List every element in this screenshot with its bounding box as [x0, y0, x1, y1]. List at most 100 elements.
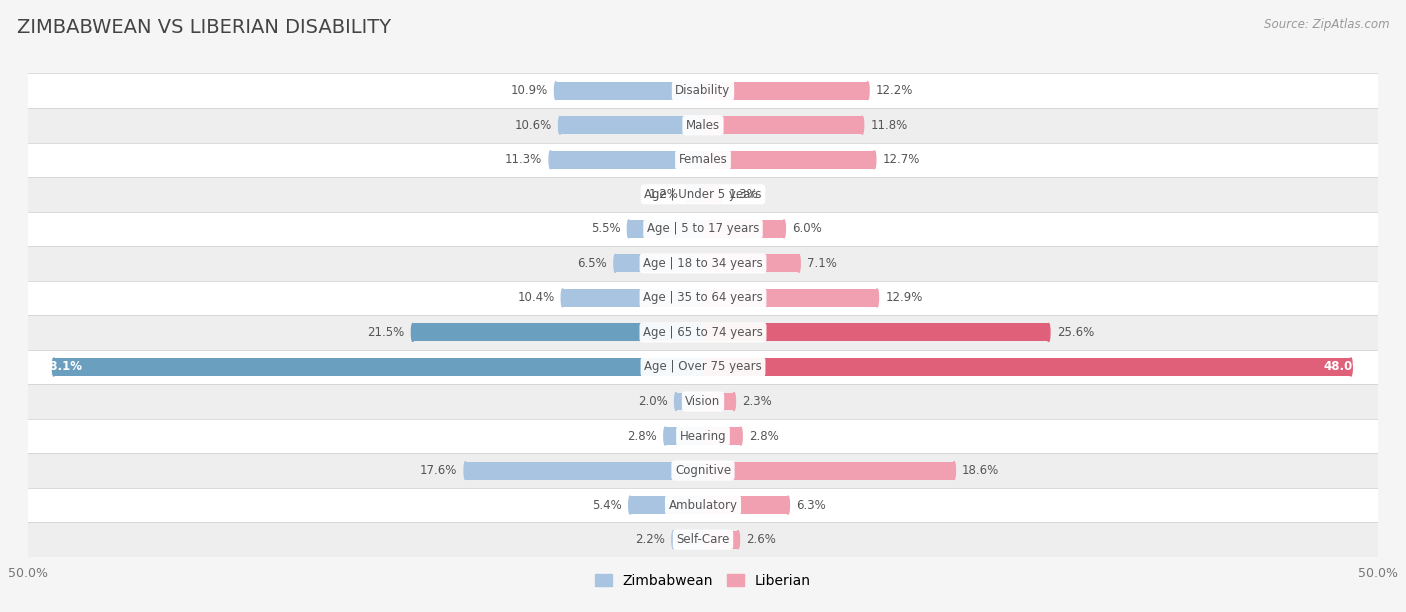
Ellipse shape	[554, 82, 557, 100]
Bar	[28, 143, 1378, 177]
Ellipse shape	[737, 531, 740, 548]
Bar	[28, 523, 1378, 557]
Bar	[560, 116, 703, 134]
Bar	[551, 151, 703, 169]
Bar	[703, 392, 734, 411]
Bar	[28, 419, 1378, 453]
Text: Cognitive: Cognitive	[675, 464, 731, 477]
Bar	[676, 392, 703, 411]
Bar	[703, 151, 875, 169]
Text: 48.0%: 48.0%	[1323, 360, 1364, 373]
Text: 2.3%: 2.3%	[742, 395, 772, 408]
Ellipse shape	[1047, 324, 1050, 341]
Text: 17.6%: 17.6%	[420, 464, 457, 477]
Bar	[28, 453, 1378, 488]
Text: Age | 18 to 34 years: Age | 18 to 34 years	[643, 257, 763, 270]
Text: 2.8%: 2.8%	[627, 430, 657, 442]
Ellipse shape	[876, 289, 879, 307]
Text: Hearing: Hearing	[679, 430, 727, 442]
Ellipse shape	[664, 427, 666, 445]
Bar	[686, 185, 703, 203]
Text: Age | 65 to 74 years: Age | 65 to 74 years	[643, 326, 763, 339]
Text: Age | Over 75 years: Age | Over 75 years	[644, 360, 762, 373]
Text: 5.4%: 5.4%	[592, 499, 621, 512]
Text: Males: Males	[686, 119, 720, 132]
Bar	[703, 531, 738, 548]
Legend: Zimbabwean, Liberian: Zimbabwean, Liberian	[589, 569, 817, 594]
Ellipse shape	[675, 392, 678, 411]
Text: 18.6%: 18.6%	[962, 464, 1000, 477]
Ellipse shape	[1350, 358, 1353, 376]
Text: 12.2%: 12.2%	[876, 84, 912, 97]
Bar	[673, 531, 703, 548]
Text: 2.8%: 2.8%	[749, 430, 779, 442]
Bar	[465, 461, 703, 480]
Bar	[703, 461, 955, 480]
Ellipse shape	[783, 220, 786, 238]
Text: 1.2%: 1.2%	[648, 188, 679, 201]
Text: 11.3%: 11.3%	[505, 153, 543, 166]
Bar	[616, 255, 703, 272]
Text: 12.7%: 12.7%	[883, 153, 920, 166]
Text: 48.1%: 48.1%	[42, 360, 83, 373]
Ellipse shape	[627, 220, 630, 238]
Text: Vision: Vision	[685, 395, 721, 408]
Text: 2.2%: 2.2%	[636, 533, 665, 546]
Bar	[28, 108, 1378, 143]
Ellipse shape	[464, 461, 467, 480]
Ellipse shape	[786, 496, 789, 514]
Text: 25.6%: 25.6%	[1057, 326, 1094, 339]
Bar	[28, 212, 1378, 246]
Bar	[703, 324, 1049, 341]
Text: 7.1%: 7.1%	[807, 257, 837, 270]
Text: Age | 5 to 17 years: Age | 5 to 17 years	[647, 222, 759, 236]
Bar	[53, 358, 703, 376]
Text: 5.5%: 5.5%	[591, 222, 620, 236]
Bar	[665, 427, 703, 445]
Text: Ambulatory: Ambulatory	[668, 499, 738, 512]
Bar	[562, 289, 703, 307]
Bar	[703, 185, 720, 203]
Bar	[28, 349, 1378, 384]
Bar	[703, 496, 787, 514]
Bar	[703, 116, 862, 134]
Bar	[28, 488, 1378, 523]
Text: 10.4%: 10.4%	[517, 291, 554, 304]
Bar	[555, 82, 703, 100]
Text: Females: Females	[679, 153, 727, 166]
Bar	[703, 255, 799, 272]
Text: 10.6%: 10.6%	[515, 119, 551, 132]
Ellipse shape	[561, 289, 564, 307]
Ellipse shape	[718, 185, 721, 203]
Text: Disability: Disability	[675, 84, 731, 97]
Ellipse shape	[953, 461, 956, 480]
Ellipse shape	[797, 255, 800, 272]
Bar	[703, 358, 1351, 376]
Ellipse shape	[860, 116, 863, 134]
Bar	[413, 324, 703, 341]
Bar	[28, 281, 1378, 315]
Ellipse shape	[52, 358, 55, 376]
Text: 10.9%: 10.9%	[510, 84, 548, 97]
Bar	[28, 177, 1378, 212]
Text: 2.0%: 2.0%	[638, 395, 668, 408]
Bar	[703, 220, 785, 238]
Bar	[28, 73, 1378, 108]
Text: 6.5%: 6.5%	[578, 257, 607, 270]
Ellipse shape	[685, 185, 688, 203]
Text: 12.9%: 12.9%	[886, 291, 922, 304]
Text: 2.6%: 2.6%	[747, 533, 776, 546]
Text: 6.0%: 6.0%	[792, 222, 823, 236]
Text: Age | Under 5 years: Age | Under 5 years	[644, 188, 762, 201]
Text: ZIMBABWEAN VS LIBERIAN DISABILITY: ZIMBABWEAN VS LIBERIAN DISABILITY	[17, 18, 391, 37]
Ellipse shape	[866, 82, 869, 100]
Bar	[28, 384, 1378, 419]
Text: 11.8%: 11.8%	[870, 119, 908, 132]
Text: Self-Care: Self-Care	[676, 533, 730, 546]
Ellipse shape	[873, 151, 876, 169]
Ellipse shape	[628, 496, 631, 514]
Text: Age | 35 to 64 years: Age | 35 to 64 years	[643, 291, 763, 304]
Text: 1.3%: 1.3%	[728, 188, 758, 201]
Bar	[703, 82, 868, 100]
Text: 21.5%: 21.5%	[367, 326, 405, 339]
